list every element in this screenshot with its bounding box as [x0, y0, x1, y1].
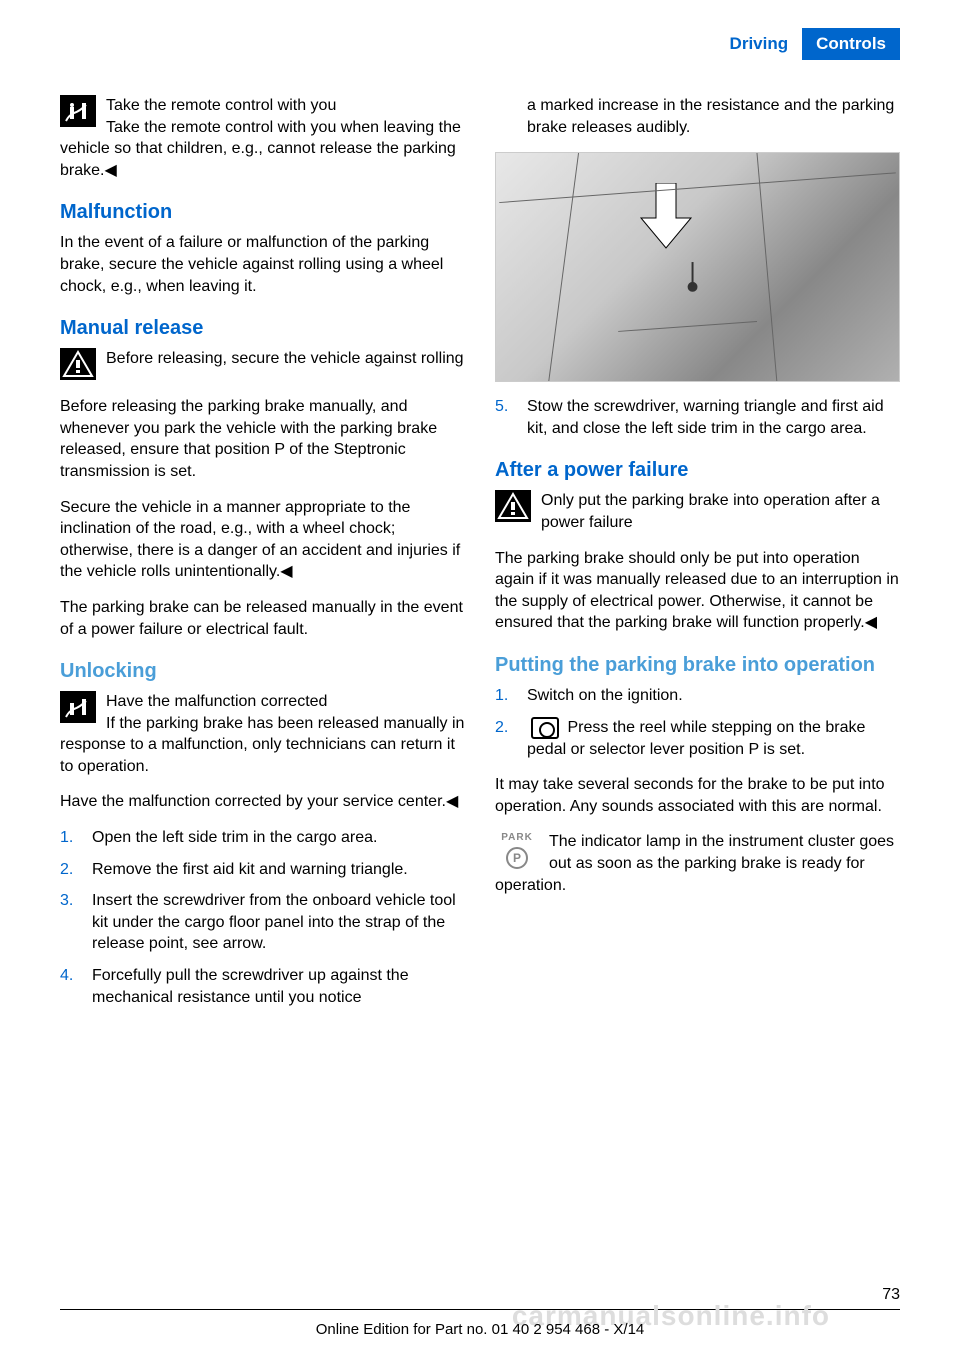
notice-remote-body: Take the remote control with you when le…	[60, 119, 461, 179]
putting-steps: 1. Switch on the ignition. 2. Press the r…	[495, 685, 900, 760]
manual-release-p1: Before releasing the parking brake manua…	[60, 396, 465, 482]
header-tabs: Driving Controls	[716, 28, 900, 60]
step-number: 2.	[60, 859, 73, 881]
figure-lines	[496, 153, 899, 381]
notice-manual-release: Before releasing, secure the vehicle aga…	[60, 348, 465, 382]
step-number: 4.	[60, 965, 73, 987]
notice-unlocking: Have the malfunction corrected If the pa…	[60, 691, 465, 777]
step-text: Remove the first aid kit and warning tri…	[92, 861, 408, 878]
list-item: 2. Remove the first aid kit and warning t…	[60, 859, 465, 881]
after-power-body: The parking brake should only be put int…	[495, 548, 900, 634]
indicator-block: PARK P The indicator lamp in the instrum…	[495, 831, 900, 896]
step-number: 1.	[495, 685, 508, 707]
footer-text: Online Edition for Part no. 01 40 2 954 …	[0, 1321, 960, 1338]
unlocking-steps: 1. Open the left side trim in the cargo a…	[60, 827, 465, 1008]
step-text: Open the left side trim in the cargo are…	[92, 829, 377, 846]
step-text: Switch on the ignition.	[527, 687, 683, 704]
heading-unlocking: Unlocking	[60, 658, 465, 685]
list-item: 5. Stow the screwdriver, warning triangle…	[495, 396, 900, 439]
park-indicator-icon: PARK P	[495, 831, 539, 871]
unlocking-notice-body: If the parking brake has been released m…	[60, 715, 464, 775]
step-text: Insert the screwdriver from the onboard …	[92, 892, 456, 952]
putting-p1: It may take several seconds for the brak…	[495, 774, 900, 817]
indicator-text: The indicator lamp in the instrument clu…	[495, 833, 894, 893]
main-content: Take the remote control with you Take th…	[60, 95, 900, 1022]
step-number: 2.	[495, 717, 508, 739]
warning-icon	[495, 490, 531, 522]
list-item: 1. Open the left side trim in the cargo a…	[60, 827, 465, 849]
step-text: Stow the screwdriver, warning triangle a…	[527, 398, 884, 437]
after-power-notice-title: Only put the parking brake into operatio…	[541, 492, 880, 531]
unlocking-p1: Have the malfunction corrected by your s…	[60, 791, 465, 813]
notice-after-power: Only put the parking brake into operatio…	[495, 490, 900, 533]
heading-manual-release: Manual release	[60, 315, 465, 342]
list-item: 2. Press the reel while stepping on the …	[495, 717, 900, 761]
step-text: Press the reel while stepping on the bra…	[527, 719, 865, 758]
notice-remote: Take the remote control with you Take th…	[60, 95, 465, 181]
step-number: 5.	[495, 396, 508, 418]
notice-remote-title: Take the remote control with you	[106, 97, 336, 114]
list-item: 3. Insert the screwdriver from the onboar…	[60, 890, 465, 955]
list-item: 1. Switch on the ignition.	[495, 685, 900, 707]
release-point-figure	[495, 152, 900, 382]
warning-icon	[60, 348, 96, 380]
left-column: Take the remote control with you Take th…	[60, 95, 465, 1022]
info-icon	[60, 95, 96, 127]
unlocking-notice-title: Have the malfunction corrected	[106, 693, 327, 710]
step-number: 3.	[60, 890, 73, 912]
heading-putting: Putting the parking brake into operation	[495, 652, 900, 679]
step4-continuation: a marked increase in the resistance and …	[495, 95, 900, 138]
list-item: 4. Forcefully pull the screwdriver up aga…	[60, 965, 465, 1008]
heading-malfunction: Malfunction	[60, 199, 465, 226]
info-icon	[60, 691, 96, 723]
manual-release-p2: Secure the vehicle in a manner appropria…	[60, 497, 465, 583]
manual-release-notice-title: Before releasing, secure the vehicle aga…	[106, 350, 464, 367]
malfunction-body: In the event of a failure or malfunction…	[60, 232, 465, 297]
reel-icon	[531, 717, 559, 739]
right-column: a marked increase in the resistance and …	[495, 95, 900, 1022]
tab-driving: Driving	[716, 28, 803, 60]
heading-after-power: After a power failure	[495, 457, 900, 484]
step-text: Forcefully pull the screwdriver up again…	[92, 967, 409, 1006]
page-number: 73	[882, 1286, 900, 1304]
step5-list: 5. Stow the screwdriver, warning triangle…	[495, 396, 900, 439]
tab-controls: Controls	[802, 28, 900, 60]
step-number: 1.	[60, 827, 73, 849]
manual-release-p3: The parking brake can be released manual…	[60, 597, 465, 640]
